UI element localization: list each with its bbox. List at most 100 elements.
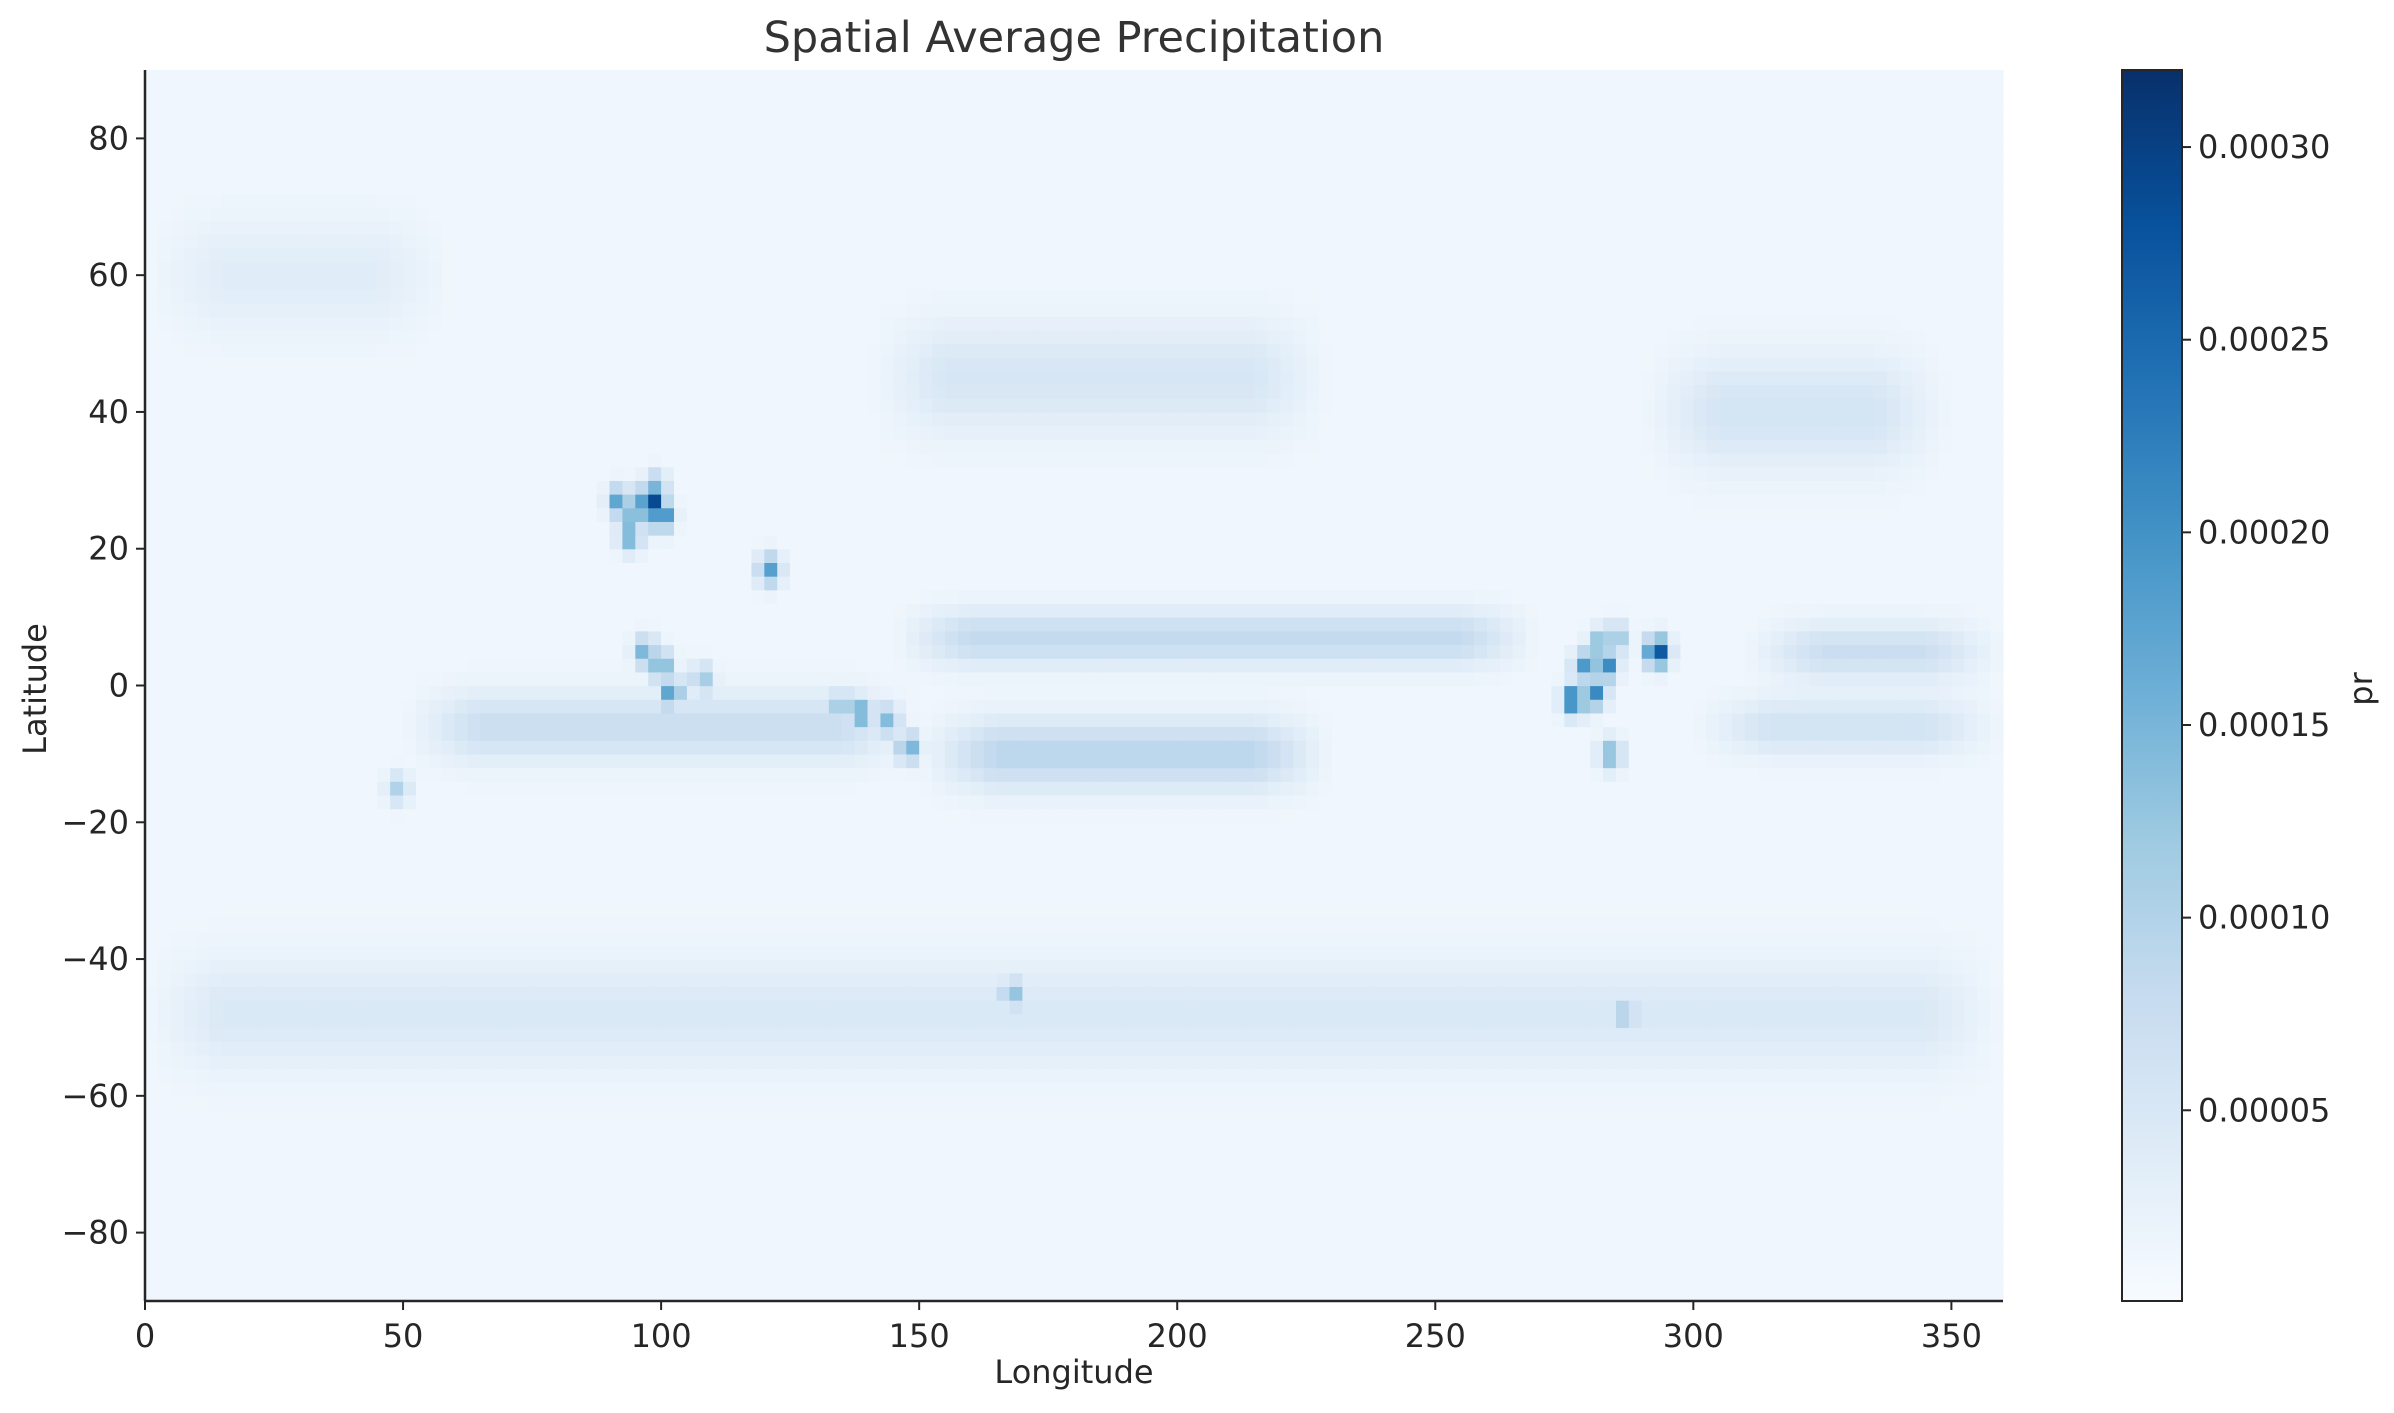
heatmap-cell (1680, 1136, 1694, 1152)
heatmap-cell (1332, 1287, 1346, 1302)
heatmap-cell (1241, 1164, 1256, 1179)
heatmap-cell (557, 904, 572, 919)
heatmap-cell (1035, 1191, 1049, 1206)
heatmap-cell (1757, 931, 1772, 946)
heatmap-cell (686, 1164, 701, 1179)
heatmap-cell (480, 1095, 494, 1111)
heatmap-cell (1938, 1191, 1952, 1206)
heatmap-cell (493, 904, 507, 919)
heatmap-cell (1061, 1054, 1075, 1070)
heatmap-cell (583, 890, 598, 905)
heatmap-cell (1254, 959, 1269, 974)
heatmap-cell (841, 959, 856, 974)
heatmap-cell (1770, 945, 1785, 960)
heatmap-cell (557, 945, 572, 960)
heatmap-cell (1525, 1136, 1540, 1152)
heatmap-cell (1706, 1246, 1720, 1261)
heatmap-cell (1525, 1054, 1540, 1070)
heatmap-cell (1422, 1000, 1436, 1015)
heatmap-cell (996, 1041, 1011, 1056)
heatmap-cell (557, 822, 572, 837)
heatmap-cell (261, 1273, 275, 1288)
heatmap-cell (803, 1191, 817, 1206)
heatmap-cell (1370, 1150, 1385, 1165)
heatmap-cell (1293, 1259, 1307, 1275)
heatmap-cell (803, 1218, 817, 1234)
heatmap-cell (1370, 849, 1385, 864)
heatmap-cell (183, 1068, 198, 1083)
heatmap-cell (506, 1000, 520, 1015)
heatmap-cell (261, 1123, 275, 1138)
heatmap-cell (1203, 876, 1217, 892)
heatmap-cell (1654, 1150, 1669, 1165)
heatmap-cell (983, 1027, 998, 1042)
heatmap-cell (583, 931, 598, 946)
heatmap-cell (906, 863, 920, 878)
heatmap-cell (1719, 1068, 1733, 1083)
heatmap-cell (441, 1013, 456, 1029)
heatmap-cell (699, 945, 714, 960)
heatmap-cell (1125, 972, 1140, 988)
heatmap-cell (996, 1095, 1011, 1111)
heatmap-cell (1344, 1191, 1359, 1206)
heatmap-cell (583, 1000, 598, 1015)
heatmap-cell (1177, 1191, 1191, 1206)
heatmap-cell (1319, 849, 1333, 864)
heatmap-cell (1706, 1150, 1720, 1165)
heatmap-cell (790, 945, 804, 960)
heatmap-cell (1254, 1109, 1269, 1124)
heatmap-cell (712, 986, 727, 1001)
heatmap-cell (1190, 1205, 1204, 1220)
heatmap-cell (1241, 1259, 1256, 1275)
heatmap-cell (390, 1273, 404, 1288)
heatmap-cell (493, 1287, 507, 1302)
heatmap-cell (1177, 1232, 1191, 1247)
heatmap-cell (467, 1164, 482, 1179)
heatmap-cell (906, 1205, 920, 1220)
heatmap-cell (351, 945, 365, 960)
heatmap-cell (157, 904, 172, 919)
heatmap-cell (1757, 1191, 1772, 1206)
heatmap-cell (1551, 918, 1565, 933)
heatmap-cell (1435, 1123, 1449, 1138)
heatmap-cell (893, 1013, 907, 1029)
heatmap-cell (674, 849, 688, 864)
heatmap-cell (686, 1054, 701, 1070)
heatmap-cell (480, 1205, 494, 1220)
heatmap-cell (880, 1177, 894, 1193)
heatmap-cell (764, 1082, 778, 1097)
heatmap-cell (286, 1218, 301, 1234)
heatmap-cell (944, 1287, 959, 1302)
heatmap-cell (1873, 1191, 1888, 1206)
heatmap-cell (1228, 904, 1243, 919)
heatmap-cell (1254, 1246, 1269, 1261)
heatmap-cell (415, 849, 430, 864)
heatmap-cell (1641, 918, 1656, 933)
heatmap-cell (248, 1232, 262, 1247)
heatmap-cell (364, 1054, 378, 1070)
heatmap-cell (674, 904, 688, 919)
heatmap-cell (428, 1027, 443, 1042)
heatmap-cell (1177, 1027, 1191, 1042)
heatmap-cell (1990, 945, 2004, 960)
heatmap-cell (325, 835, 340, 851)
heatmap-cell (1964, 1013, 1978, 1029)
heatmap-cell (1899, 1246, 1914, 1261)
heatmap-cell (867, 1287, 882, 1302)
heatmap-cell (1086, 1232, 1101, 1247)
heatmap-cell (1293, 1191, 1307, 1206)
heatmap-cell (1086, 1191, 1101, 1206)
heatmap-cell (983, 972, 998, 988)
heatmap-cell (1383, 835, 1398, 851)
heatmap-cell (815, 1123, 830, 1138)
heatmap-cell (1783, 835, 1798, 851)
heatmap-cell (1409, 1177, 1423, 1193)
heatmap-cell (1344, 1013, 1359, 1029)
heatmap-cell (196, 1000, 211, 1015)
heatmap-cell (415, 1218, 430, 1234)
heatmap-cell (661, 1082, 675, 1097)
heatmap-cell (1603, 1136, 1617, 1152)
heatmap-cell (777, 1054, 791, 1070)
heatmap-cell (1667, 835, 1682, 851)
heatmap-cell (1435, 1191, 1449, 1206)
